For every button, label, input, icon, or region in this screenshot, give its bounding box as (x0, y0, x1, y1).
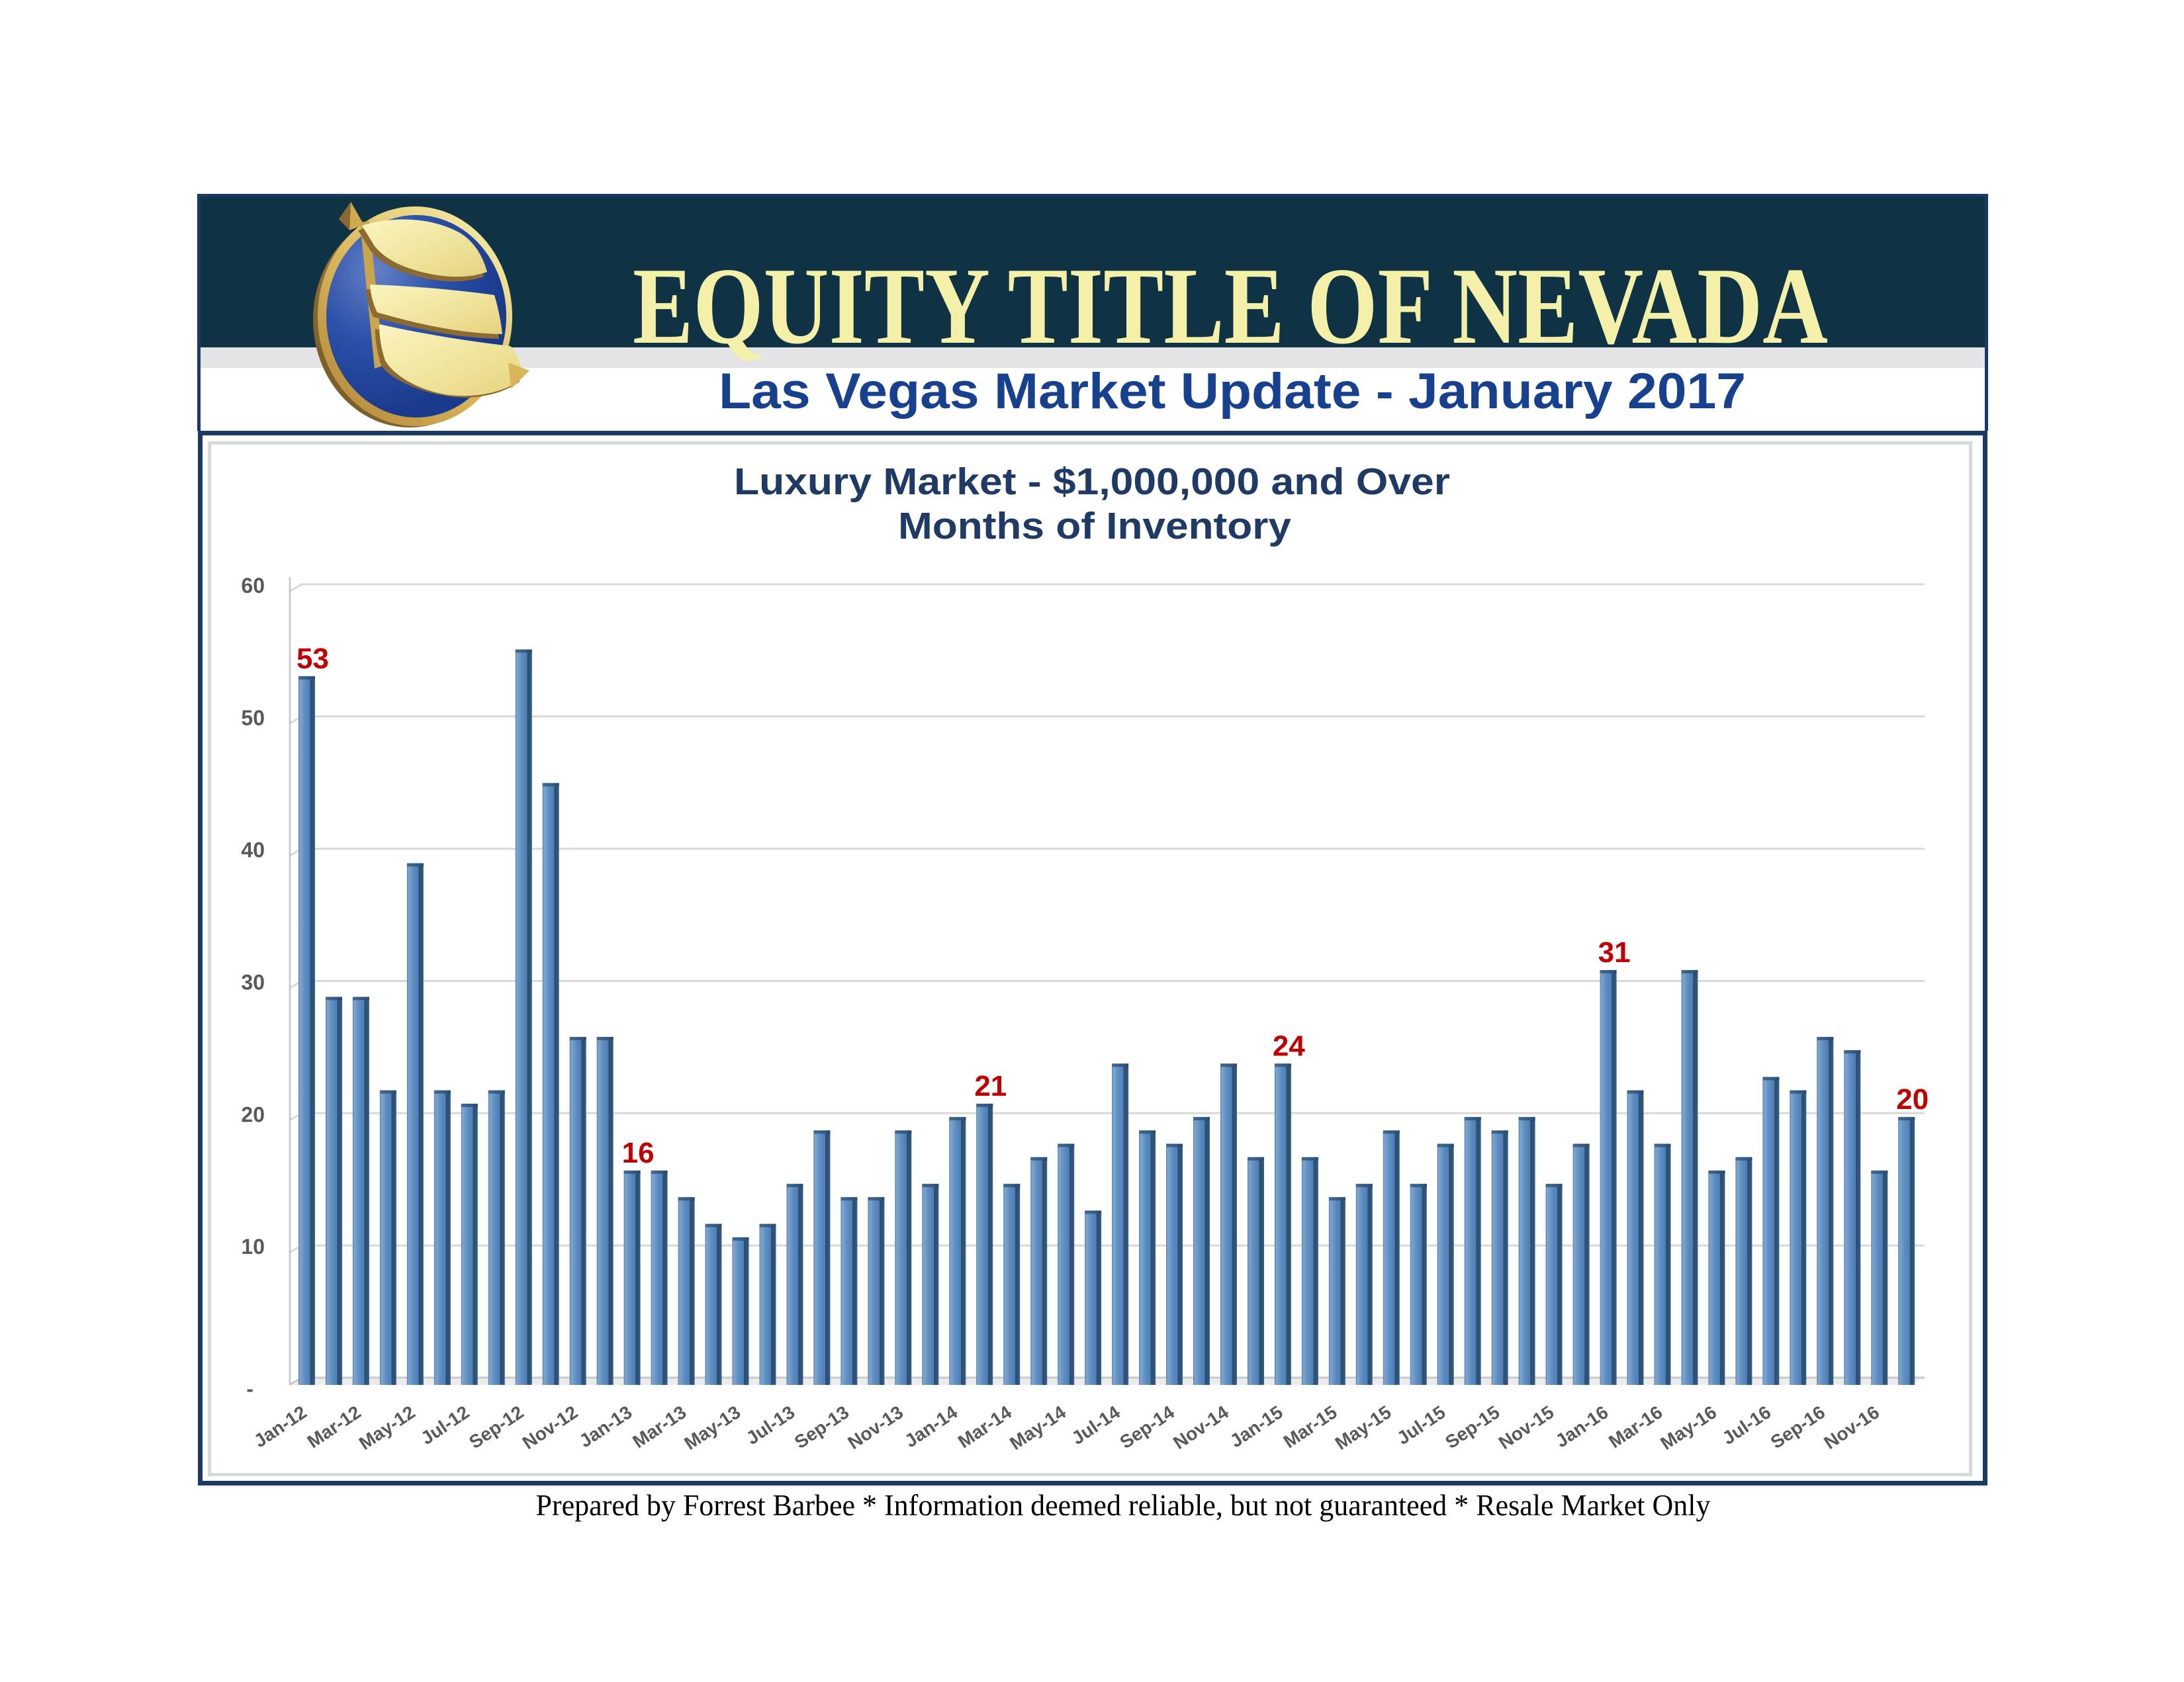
svg-text:10: 10 (241, 1235, 265, 1259)
svg-text:EQUITY TITLE OF NEVADA: EQUITY TITLE OF NEVADA (633, 245, 1828, 367)
svg-text:24: 24 (1273, 1030, 1305, 1062)
svg-text:Jul-14: Jul-14 (1068, 1401, 1124, 1448)
svg-text:Mar-14: Mar-14 (954, 1401, 1016, 1452)
svg-text:Luxury Market - $1,000,000 and: Luxury Market - $1,000,000 and Over (734, 461, 1450, 503)
svg-text:May-14: May-14 (1006, 1401, 1069, 1454)
svg-text:31: 31 (1598, 936, 1631, 969)
svg-text:Jan-12: Jan-12 (250, 1401, 310, 1451)
svg-text:40: 40 (241, 838, 265, 862)
svg-text:Jul-16: Jul-16 (1719, 1401, 1774, 1448)
svg-text:Sep-12: Sep-12 (465, 1401, 527, 1452)
svg-text:50: 50 (241, 706, 265, 730)
svg-text:21: 21 (974, 1070, 1007, 1102)
svg-text:Jan-14: Jan-14 (901, 1401, 961, 1452)
svg-text:Nov-15: Nov-15 (1495, 1401, 1558, 1453)
svg-text:Sep-16: Sep-16 (1767, 1401, 1829, 1452)
svg-text:Las Vegas Market Update - Janu: Las Vegas Market Update - January 2017 (719, 363, 1746, 420)
svg-text:Mar-16: Mar-16 (1605, 1401, 1666, 1452)
svg-text:May-12: May-12 (355, 1401, 419, 1454)
svg-text:Sep-15: Sep-15 (1441, 1401, 1503, 1452)
svg-text:Mar-15: Mar-15 (1280, 1401, 1341, 1452)
svg-text:16: 16 (622, 1137, 655, 1169)
svg-text:20: 20 (241, 1102, 265, 1126)
svg-text:Prepared by Forrest Barbee * I: Prepared by Forrest Barbee * Information… (536, 1489, 1711, 1522)
svg-text:30: 30 (241, 971, 265, 995)
svg-text:Jul-13: Jul-13 (743, 1401, 798, 1448)
svg-text:May-13: May-13 (680, 1401, 744, 1454)
svg-text:Nov-14: Nov-14 (1169, 1401, 1232, 1453)
svg-text:Months of Inventory: Months of Inventory (898, 505, 1291, 547)
svg-text:Mar-13: Mar-13 (629, 1401, 690, 1452)
svg-text:-: - (246, 1377, 253, 1401)
svg-text:May-15: May-15 (1332, 1401, 1395, 1454)
svg-text:Nov-16: Nov-16 (1820, 1401, 1883, 1453)
svg-text:Jan-15: Jan-15 (1226, 1401, 1287, 1451)
svg-text:Mar-12: Mar-12 (304, 1401, 365, 1452)
svg-text:May-16: May-16 (1657, 1401, 1720, 1454)
svg-text:Sep-13: Sep-13 (791, 1401, 852, 1452)
svg-text:Jul-15: Jul-15 (1393, 1401, 1449, 1448)
svg-text:Nov-13: Nov-13 (844, 1401, 907, 1453)
svg-text:Jan-16: Jan-16 (1552, 1401, 1612, 1451)
svg-text:20: 20 (1896, 1083, 1929, 1116)
svg-text:53: 53 (296, 642, 329, 675)
svg-text:Jan-13: Jan-13 (576, 1401, 636, 1451)
svg-text:Sep-14: Sep-14 (1116, 1401, 1178, 1452)
svg-text:Nov-12: Nov-12 (519, 1401, 582, 1453)
svg-text:Jul-12: Jul-12 (417, 1401, 473, 1448)
svg-text:60: 60 (241, 574, 265, 598)
